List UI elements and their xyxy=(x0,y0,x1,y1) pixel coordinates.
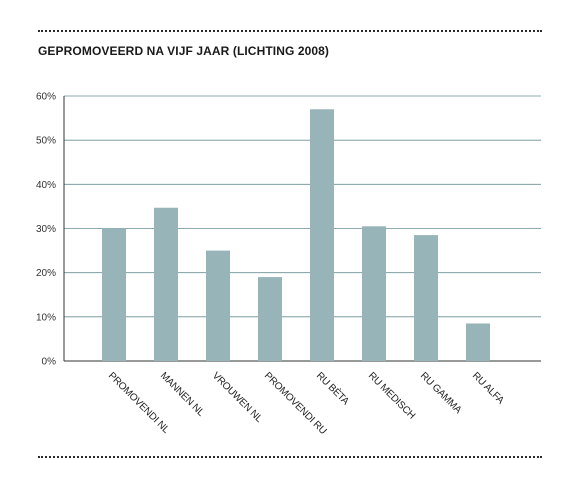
bar-ru-b-ta xyxy=(310,109,334,361)
x-category-label: RU GAMMA xyxy=(418,370,464,416)
x-category-label: RU MEDISCH xyxy=(366,370,417,421)
bar-ru-gamma xyxy=(414,235,438,361)
y-tick-label: 20% xyxy=(36,268,56,279)
bar-promovendi-nl xyxy=(102,228,126,361)
y-tick-label: 10% xyxy=(36,312,56,323)
y-tick-label: 60% xyxy=(36,92,56,103)
bar-vrouwen-nl xyxy=(206,250,230,361)
x-category-label: RU ALFA xyxy=(470,370,506,406)
chart-title: GEPROMOVEERD NA VIJF JAAR (LICHTING 2008… xyxy=(38,44,330,58)
bar-ru-alfa xyxy=(466,323,490,361)
y-tick-label: 50% xyxy=(36,136,56,147)
bars xyxy=(102,109,490,361)
y-tick-label: 0% xyxy=(42,357,57,368)
y-axis-tick-labels: 0% 10% 20% 30% 40% 50% 60% xyxy=(36,92,56,368)
y-tick-label: 40% xyxy=(36,180,56,191)
x-category-label: MANNEN NL xyxy=(158,370,207,419)
gridlines xyxy=(63,95,541,362)
top-dotted-rule xyxy=(38,30,542,32)
bar-ru-medisch xyxy=(362,226,386,361)
x-category-label: VROUWEN NL xyxy=(210,370,265,425)
bar-mannen-nl xyxy=(154,207,178,361)
bar-promovendi-ru xyxy=(258,277,282,361)
y-tick-label: 30% xyxy=(36,224,56,235)
bottom-dotted-rule xyxy=(38,456,542,458)
x-category-label: RU BÈTA xyxy=(314,369,353,408)
